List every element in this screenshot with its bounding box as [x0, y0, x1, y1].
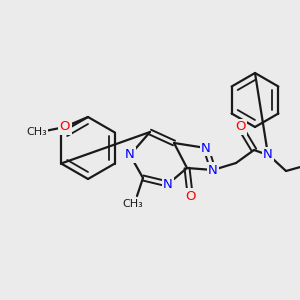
Text: CH₃: CH₃	[27, 127, 47, 137]
Text: CH₃: CH₃	[123, 199, 143, 209]
Text: N: N	[163, 178, 173, 190]
Text: N: N	[201, 142, 211, 154]
Text: O: O	[60, 121, 70, 134]
Text: N: N	[208, 164, 218, 176]
Text: N: N	[125, 148, 135, 161]
Text: N: N	[263, 148, 273, 161]
Text: O: O	[185, 190, 195, 202]
Text: O: O	[235, 121, 245, 134]
